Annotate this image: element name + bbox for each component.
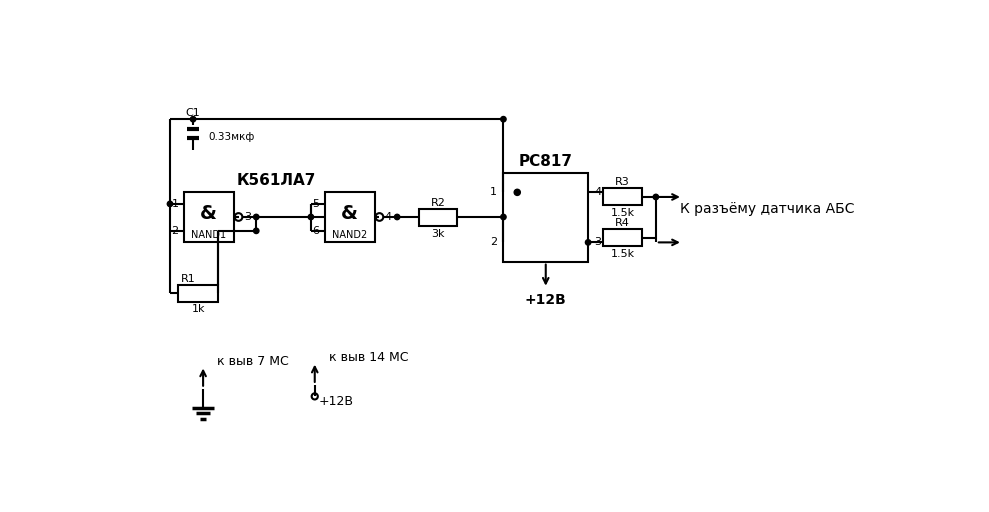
Text: R4: R4 (615, 218, 630, 228)
Bar (324, 193, 375, 242)
Text: 5: 5 (313, 199, 319, 209)
Text: PC817: PC817 (519, 154, 573, 169)
Text: К561ЛА7: К561ЛА7 (236, 173, 315, 188)
Text: 1: 1 (171, 199, 178, 209)
Text: 2: 2 (491, 238, 497, 247)
Text: 1k: 1k (192, 304, 206, 314)
Circle shape (167, 201, 173, 206)
Text: +12В: +12В (318, 395, 354, 408)
Text: 1: 1 (491, 187, 497, 197)
Text: к выв 14 МС: к выв 14 МС (328, 351, 408, 365)
Circle shape (309, 215, 314, 220)
Circle shape (191, 117, 196, 122)
Text: &: & (341, 204, 358, 223)
Text: R3: R3 (615, 177, 630, 187)
Text: 3: 3 (594, 238, 601, 247)
Circle shape (253, 215, 259, 220)
Bar (503, 173, 588, 262)
Circle shape (585, 240, 590, 245)
Text: +12В: +12В (525, 293, 567, 307)
Text: 2: 2 (171, 226, 178, 236)
Text: 4: 4 (385, 212, 392, 222)
Bar (603, 188, 642, 205)
Text: 3k: 3k (431, 229, 445, 239)
Text: 6: 6 (313, 226, 319, 236)
Text: 1.5k: 1.5k (610, 208, 635, 218)
Bar (178, 285, 219, 302)
Text: 1.5k: 1.5k (610, 249, 635, 259)
Bar (418, 209, 457, 226)
Text: NAND2: NAND2 (331, 230, 367, 240)
Text: 0.33мкф: 0.33мкф (209, 132, 255, 142)
Text: R2: R2 (430, 198, 445, 208)
Text: К разъёму датчика АБС: К разъёму датчика АБС (680, 202, 855, 216)
Circle shape (500, 117, 506, 122)
Circle shape (395, 215, 400, 220)
Circle shape (653, 194, 659, 200)
Text: 3: 3 (244, 212, 251, 222)
Text: &: & (200, 204, 217, 223)
Circle shape (514, 189, 520, 196)
Circle shape (253, 228, 259, 233)
Bar (184, 193, 233, 242)
Text: C1: C1 (186, 108, 201, 118)
Circle shape (500, 215, 506, 220)
Text: NAND1: NAND1 (191, 230, 226, 240)
Text: 4: 4 (594, 187, 601, 197)
Text: R1: R1 (181, 273, 196, 284)
Bar (603, 229, 642, 246)
Text: к выв 7 МС: к выв 7 МС (217, 355, 289, 368)
